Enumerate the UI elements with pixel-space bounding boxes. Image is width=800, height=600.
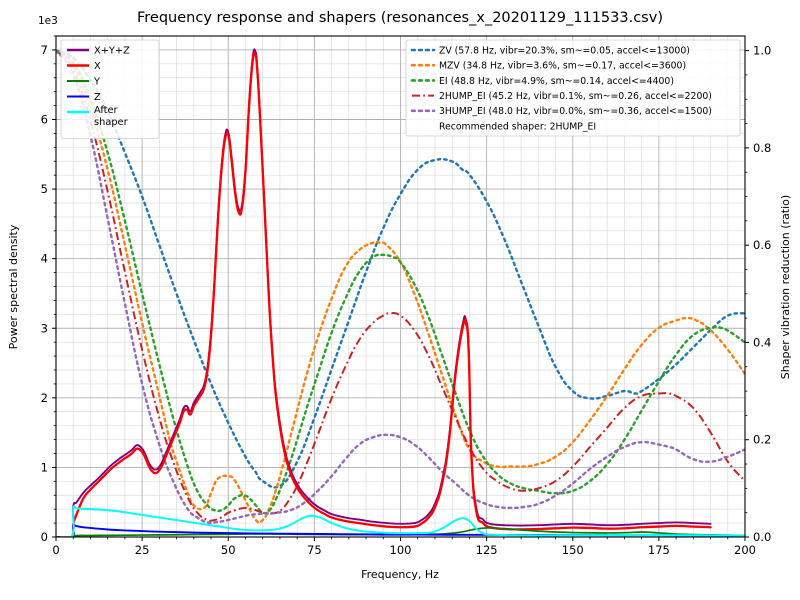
x-tick-label: 0 [52,543,59,557]
y-tick-label-right: 0.8 [753,141,771,155]
legend-label-3hump_ei: 3HUMP_EI (48.0 Hz, vibr=0.0%, sm~=0.36, … [439,106,712,117]
legend-shapers[interactable]: ZV (57.8 Hz, vibr=20.3%, sm~=0.05, accel… [405,39,741,137]
x-tick-label: 200 [734,543,756,557]
legend-label-z: Z [94,92,101,103]
legend-label-after-shaper-line1: After [94,105,118,116]
axis-ticks: 0 25 50 75 100 125 150 175 200 0 1 2 3 4 5 6 7 0.0 0.2 0.4 0… [41,35,771,557]
x-tick-label: 125 [476,543,498,557]
y-axis-label: Power spectral density [7,224,20,349]
y-tick-label: 0 [41,530,48,544]
x-tick-label: 150 [562,543,584,557]
y-tick-label: 4 [41,252,48,266]
legend-label-2hump_ei: 2HUMP_EI (45.2 Hz, vibr=0.1%, sm~=0.26, … [439,91,712,102]
y-tick-label-right: 0.6 [753,238,771,252]
y-tick-label-right: 0.2 [753,433,771,447]
y-tick-label: 5 [41,182,48,196]
shaper-curve-ei [56,49,745,515]
y-tick-label-right: 0.4 [753,335,771,349]
legend-label-y: Y [93,77,100,88]
y-tick-label-right: 0.0 [753,530,771,544]
data-curves [56,48,745,537]
shaper-curve-zv [56,49,745,489]
psd-curve-y [56,527,745,537]
y-tick-label-right: 1.0 [753,44,771,58]
y-axis-label-right: Shaper vibration reduction (ratio) [779,195,792,379]
legend-label-mzv: MZV (34.8 Hz, vibr=3.6%, sm~=0.17, accel… [439,61,686,72]
x-tick-label: 175 [648,543,670,557]
y-tick-label: 6 [41,113,48,127]
y-axis-offset-text: 1e3 [38,15,58,27]
shaper-curve-2hump_ei [56,49,745,522]
y-tick-label: 1 [41,460,48,474]
legend-label-ei: EI (48.8 Hz, vibr=4.9%, sm~=0.14, accel<… [439,76,674,87]
legend-label-after-shaper-line2: shaper [94,117,129,128]
legend-label-zv: ZV (57.8 Hz, vibr=20.3%, sm~=0.05, accel… [439,45,690,56]
x-tick-label: 50 [221,543,236,557]
x-tick-label: 25 [135,543,150,557]
x-axis-label: Frequency, Hz [361,568,439,581]
legend-label-x: X [94,61,101,72]
psd-curve-x [56,51,712,537]
recommended-shaper-text: Recommended shaper: 2HUMP_EI [439,121,596,132]
y-tick-label: 2 [41,391,48,405]
y-tick-label: 7 [41,43,48,57]
x-tick-label: 100 [390,543,412,557]
shaper-curve-3hump_ei [56,49,745,525]
psd-curve-after-shaper [56,505,745,537]
x-tick-label: 75 [307,543,322,557]
chart-title: Frequency response and shapers (resonanc… [137,10,663,26]
legend-label-x-y-z: X+Y+Z [94,46,130,57]
shaper-curve-mzv [56,49,745,524]
y-tick-label: 3 [41,321,48,335]
